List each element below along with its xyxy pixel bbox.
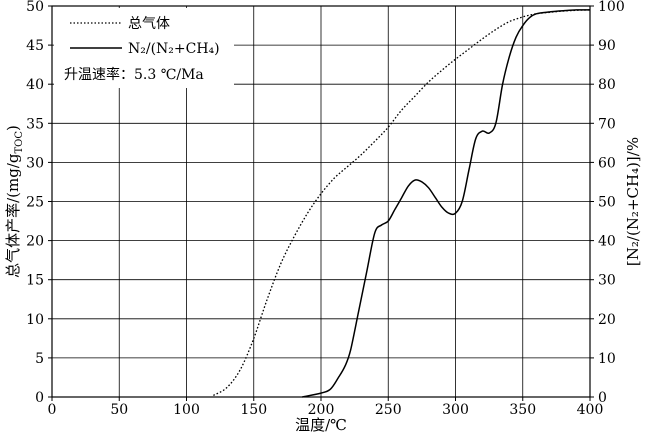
y-left-tick-label: 10 bbox=[26, 312, 44, 328]
y-left-tick-label: 50 bbox=[26, 0, 44, 15]
y-left-tick-label: 45 bbox=[26, 38, 44, 54]
heating-rate-annotation: 升温速率：5.3 ℃/Ma bbox=[64, 66, 204, 83]
y-right-tick-label: 90 bbox=[598, 38, 616, 54]
left-y-axis-label-subscript: TOC bbox=[14, 131, 25, 154]
x-tick-label: 50 bbox=[110, 402, 128, 418]
legend-label-n2-ratio: N₂/(N₂+CH₄) bbox=[128, 41, 220, 57]
x-tick-label: 0 bbox=[48, 402, 57, 418]
x-axis-label: 温度/℃ bbox=[295, 416, 347, 433]
series-line-n2-ratio bbox=[302, 9, 591, 398]
series-line-total-gas bbox=[213, 9, 591, 396]
y-left-tick-label: 20 bbox=[26, 234, 44, 250]
y-right-tick-label: 0 bbox=[598, 390, 607, 406]
y-right-tick-label: 30 bbox=[598, 273, 616, 289]
right-y-axis-label: [N₂/(N₂+CH₄)]/% bbox=[624, 137, 642, 266]
y-left-tick-label: 5 bbox=[35, 351, 44, 367]
grid-lines bbox=[52, 6, 590, 397]
x-tick-label: 400 bbox=[577, 402, 604, 418]
y-left-tick-label: 35 bbox=[26, 116, 44, 132]
x-tick-label: 100 bbox=[173, 402, 200, 418]
y-right-tick-label: 20 bbox=[598, 312, 616, 328]
x-tick-label: 150 bbox=[240, 402, 267, 418]
left-y-axis-label-end: ) bbox=[4, 125, 22, 131]
y-right-tick-label: 70 bbox=[598, 116, 616, 132]
y-right-tick-label: 100 bbox=[598, 0, 625, 15]
y-right-tick-label: 80 bbox=[598, 77, 616, 93]
left-y-axis-label: 总气体产率/(mg/gTOC) bbox=[4, 125, 25, 278]
left-y-axis-label-main: 总气体产率/(mg/g bbox=[4, 153, 22, 278]
x-tick-label: 250 bbox=[375, 402, 402, 418]
y-left-tick-label: 40 bbox=[26, 77, 44, 93]
y-right-tick-label: 60 bbox=[598, 155, 616, 171]
y-left-tick-label: 25 bbox=[26, 195, 44, 211]
y-right-tick-label: 50 bbox=[598, 195, 616, 211]
legend: 总气体 N₂/(N₂+CH₄) 升温速率：5.3 ℃/Ma bbox=[64, 16, 220, 83]
y-left-tick-label: 15 bbox=[26, 273, 44, 289]
series-layer bbox=[213, 9, 591, 398]
legend-label-total-gas: 总气体 bbox=[128, 16, 170, 32]
y-right-tick-label: 40 bbox=[598, 234, 616, 250]
y-right-tick-label: 10 bbox=[598, 351, 616, 367]
y-left-tick-label: 30 bbox=[26, 155, 44, 171]
x-tick-label: 350 bbox=[509, 402, 536, 418]
x-tick-label: 200 bbox=[308, 402, 335, 418]
y-left-tick-label: 0 bbox=[35, 390, 44, 406]
tick-layer: 0 50 100 150 200 250 300 350 4000510152025303540… bbox=[26, 0, 625, 418]
x-tick-label: 300 bbox=[442, 402, 469, 418]
